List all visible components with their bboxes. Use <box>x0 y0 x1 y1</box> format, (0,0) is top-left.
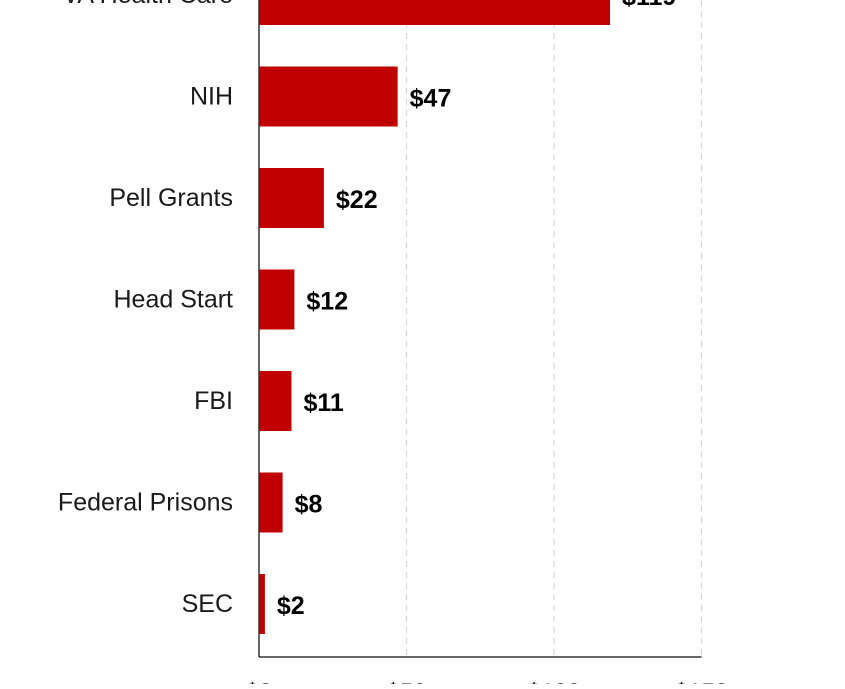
category-label: NIH <box>190 83 233 111</box>
bar-sec <box>259 574 265 634</box>
x-tick-label: $150 <box>675 679 728 684</box>
value-label: $2 <box>277 592 305 620</box>
category-label: Head Start <box>113 286 233 314</box>
category-label: FBI <box>194 387 233 415</box>
bar-nih <box>259 66 398 127</box>
bar-va-health-care <box>259 0 611 25</box>
value-label: $22 <box>336 186 378 214</box>
axes <box>258 0 702 658</box>
bar-fbi <box>259 371 292 431</box>
bar-head-start <box>259 269 295 330</box>
value-label: $119 <box>622 0 676 11</box>
bar-federal-prisons <box>259 472 283 533</box>
value-label: $8 <box>295 491 323 519</box>
bar-pell-grants <box>259 168 324 228</box>
category-label: Pell Grants <box>109 184 233 212</box>
value-label: $47 <box>410 85 452 113</box>
category-label: Federal Prisons <box>58 489 233 517</box>
bars <box>259 0 611 634</box>
category-label: VA Health Care <box>63 0 233 9</box>
x-tick-label: $100 <box>527 679 580 684</box>
value-label: $11 <box>303 389 343 417</box>
x-tick-label: $50 <box>386 679 426 684</box>
x-tick-label: $0 <box>246 679 273 684</box>
category-label: SEC <box>182 590 233 618</box>
value-label: $12 <box>306 288 348 316</box>
